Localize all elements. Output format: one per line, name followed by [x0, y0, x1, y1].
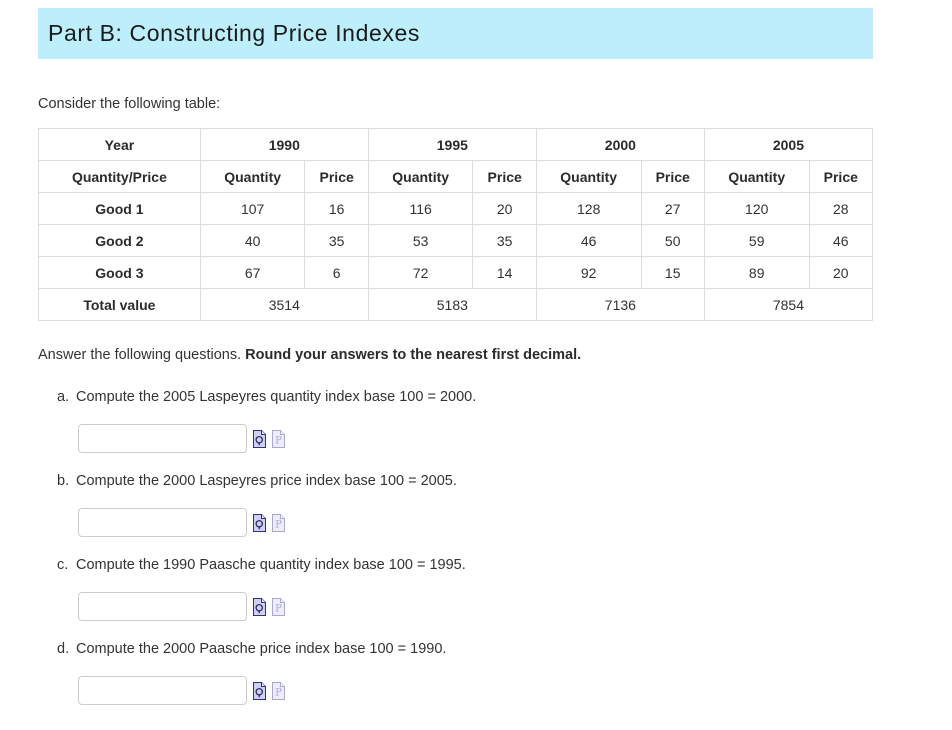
quantity-header-cell: Quantity: [367, 160, 474, 193]
svg-text:P: P: [275, 519, 282, 530]
page-title: Part B: Constructing Price Indexes: [48, 20, 420, 46]
page: Part B: Constructing Price Indexes Consi…: [38, 0, 874, 705]
value-cell: 72: [367, 256, 474, 289]
equation-preview-magnifier-icon[interactable]: [252, 597, 266, 616]
value-cell: 35: [304, 224, 369, 257]
value-cell: 46: [808, 224, 874, 257]
price-header-cell: Price: [472, 160, 537, 193]
value-cell: 27: [640, 192, 705, 225]
row-header-cell: Quantity/Price: [38, 160, 201, 193]
preview-p-page-icon[interactable]: P: [271, 681, 285, 700]
svg-text:P: P: [275, 435, 282, 446]
year-cell: 2000: [535, 128, 705, 161]
value-cell: 67: [199, 256, 306, 289]
value-cell: 14: [472, 256, 537, 289]
value-cell: 20: [808, 256, 874, 289]
value-cell: 92: [535, 256, 642, 289]
answer-input-a[interactable]: [78, 424, 247, 453]
equation-preview-magnifier-icon[interactable]: [252, 681, 266, 700]
year-header-cell: Year: [38, 128, 201, 161]
total-value-cell: 3514: [199, 288, 369, 321]
preview-p-page-icon[interactable]: P: [271, 513, 285, 532]
question-letter: d.: [57, 641, 70, 657]
answer-input-d[interactable]: [78, 676, 247, 705]
svg-text:P: P: [275, 603, 282, 614]
quantity-header-cell: Quantity: [703, 160, 810, 193]
question-letter: b.: [57, 473, 70, 489]
value-cell: 28: [808, 192, 874, 225]
row-label-cell: Good 1: [38, 192, 201, 225]
value-cell: 15: [640, 256, 705, 289]
value-cell: 89: [703, 256, 810, 289]
value-cell: 20: [472, 192, 537, 225]
section-banner: Part B: Constructing Price Indexes: [38, 8, 873, 59]
table-row-good-3: Good 3 67 6 72 14 92 15 89 20: [38, 256, 874, 289]
question-c: c. Compute the 1990 Paasche quantity ind…: [57, 557, 873, 621]
year-cell: 2005: [703, 128, 874, 161]
price-header-cell: Price: [808, 160, 874, 193]
question-text: Compute the 2000 Paasche price index bas…: [76, 641, 447, 657]
price-index-table: Year 1990 1995 2000 2005 Quantity/Price …: [38, 128, 874, 321]
row-label-cell: Good 2: [38, 224, 201, 257]
question-a: a. Compute the 2005 Laspeyres quantity i…: [57, 389, 873, 453]
quantity-header-cell: Quantity: [199, 160, 306, 193]
question-text: Compute the 2000 Laspeyres price index b…: [76, 473, 457, 489]
quantity-header-cell: Quantity: [535, 160, 642, 193]
total-value-cell: 7854: [703, 288, 874, 321]
equation-preview-magnifier-icon[interactable]: [252, 429, 266, 448]
question-d: d. Compute the 2000 Paasche price index …: [57, 641, 873, 705]
price-header-cell: Price: [304, 160, 369, 193]
row-label-cell: Total value: [38, 288, 201, 321]
value-cell: 16: [304, 192, 369, 225]
table-row-column-headers: Quantity/Price Quantity Price Quantity P…: [38, 160, 874, 193]
question-letter: a.: [57, 389, 70, 405]
value-cell: 59: [703, 224, 810, 257]
instructions-bold: Round your answers to the nearest first …: [245, 347, 582, 363]
intro-text: Consider the following table:: [38, 96, 221, 112]
year-cell: 1995: [367, 128, 537, 161]
svg-text:P: P: [275, 687, 282, 698]
preview-p-page-icon[interactable]: P: [271, 429, 285, 448]
table-row-total: Total value 3514 5183 7136 7854: [38, 288, 874, 321]
value-cell: 40: [199, 224, 306, 257]
answer-input-c[interactable]: [78, 592, 247, 621]
total-value-cell: 7136: [535, 288, 705, 321]
value-cell: 116: [367, 192, 474, 225]
question-b: b. Compute the 2000 Laspeyres price inde…: [57, 473, 873, 537]
value-cell: 46: [535, 224, 642, 257]
instructions-normal: Answer the following questions.: [38, 347, 246, 363]
year-cell: 1990: [199, 128, 369, 161]
answer-input-b[interactable]: [78, 508, 247, 537]
value-cell: 107: [199, 192, 306, 225]
table-row-good-1: Good 1 107 16 116 20 128 27 120 28: [38, 192, 874, 225]
value-cell: 35: [472, 224, 537, 257]
table-row-years: Year 1990 1995 2000 2005: [38, 128, 874, 161]
total-value-cell: 5183: [367, 288, 537, 321]
value-cell: 6: [304, 256, 369, 289]
question-letter: c.: [57, 557, 69, 573]
value-cell: 50: [640, 224, 705, 257]
instructions-text: Answer the following questions. Round yo…: [38, 347, 873, 364]
value-cell: 120: [703, 192, 810, 225]
value-cell: 128: [535, 192, 642, 225]
question-text: Compute the 2005 Laspeyres quantity inde…: [76, 389, 477, 405]
question-text: Compute the 1990 Paasche quantity index …: [76, 557, 466, 573]
preview-p-page-icon[interactable]: P: [271, 597, 285, 616]
row-label-cell: Good 3: [38, 256, 201, 289]
price-header-cell: Price: [640, 160, 705, 193]
equation-preview-magnifier-icon[interactable]: [252, 513, 266, 532]
value-cell: 53: [367, 224, 474, 257]
table-row-good-2: Good 2 40 35 53 35 46 50 59 46: [38, 224, 874, 257]
questions-list: a. Compute the 2005 Laspeyres quantity i…: [38, 389, 873, 705]
